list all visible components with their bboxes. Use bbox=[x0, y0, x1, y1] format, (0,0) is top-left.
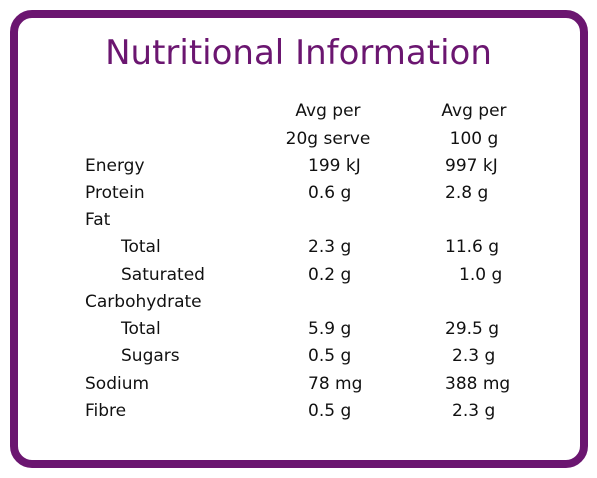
value-per-100g: 997 kJ bbox=[445, 156, 498, 176]
nutrient-sublabel: Total bbox=[121, 319, 161, 339]
nutrient-row-sodium: Sodium 78 mg 388 mg bbox=[0, 371, 597, 398]
nutrient-label: Fat bbox=[85, 210, 111, 230]
nutrient-row-fat-saturated: Saturated 0.2 g 1.0 g bbox=[0, 262, 597, 289]
nutrient-row-fat: Fat bbox=[0, 207, 597, 234]
nutrient-row-energy: Energy 199 kJ 997 kJ bbox=[0, 153, 597, 180]
value-per-serve: 2.3 g bbox=[308, 237, 352, 257]
value-per-serve: 5.9 g bbox=[308, 319, 352, 339]
value-per-serve: 0.2 g bbox=[308, 265, 352, 285]
nutrition-panel bbox=[10, 10, 588, 468]
col-serve-header-line1: Avg per bbox=[295, 101, 361, 121]
nutrient-label: Sodium bbox=[85, 374, 150, 394]
nutrient-label: Protein bbox=[85, 183, 145, 203]
value-per-100g: 11.6 g bbox=[445, 237, 500, 257]
nutrient-label: Fibre bbox=[85, 401, 127, 421]
value-per-100g: 2.3 g bbox=[452, 346, 496, 366]
nutrient-sublabel: Sugars bbox=[121, 346, 180, 366]
nutrient-sublabel: Saturated bbox=[121, 265, 205, 285]
col-serve-header-line2: 20g serve bbox=[285, 129, 371, 149]
nutrient-label: Energy bbox=[85, 156, 145, 176]
value-per-100g: 2.3 g bbox=[452, 401, 496, 421]
nutrient-sublabel: Total bbox=[121, 237, 161, 257]
nutrient-label: Carbohydrate bbox=[85, 292, 202, 312]
value-per-100g: 388 mg bbox=[445, 374, 511, 394]
nutrient-row-sugars: Sugars 0.5 g 2.3 g bbox=[0, 343, 597, 370]
value-per-100g: 2.8 g bbox=[445, 183, 489, 203]
value-per-serve: 0.5 g bbox=[308, 346, 352, 366]
nutrient-row-carbohydrate: Carbohydrate bbox=[0, 289, 597, 316]
header-row-1: Avg per Avg per bbox=[0, 98, 597, 125]
col-100g-header-line1: Avg per bbox=[441, 101, 507, 121]
value-per-serve: 0.6 g bbox=[308, 183, 352, 203]
nutrient-row-fat-total: Total 2.3 g 11.6 g bbox=[0, 234, 597, 261]
value-per-100g: 29.5 g bbox=[445, 319, 500, 339]
nutrient-row-fibre: Fibre 0.5 g 2.3 g bbox=[0, 398, 597, 425]
header-row-2: 20g serve 100 g bbox=[0, 126, 597, 153]
col-100g-header-line2: 100 g bbox=[449, 129, 499, 149]
value-per-serve: 0.5 g bbox=[308, 401, 352, 421]
value-per-serve: 78 mg bbox=[308, 374, 363, 394]
nutrient-row-carb-total: Total 5.9 g 29.5 g bbox=[0, 316, 597, 343]
nutrient-row-protein: Protein 0.6 g 2.8 g bbox=[0, 180, 597, 207]
panel-title: Nutritional Information bbox=[105, 33, 492, 73]
value-per-100g: 1.0 g bbox=[459, 265, 503, 285]
value-per-serve: 199 kJ bbox=[308, 156, 361, 176]
